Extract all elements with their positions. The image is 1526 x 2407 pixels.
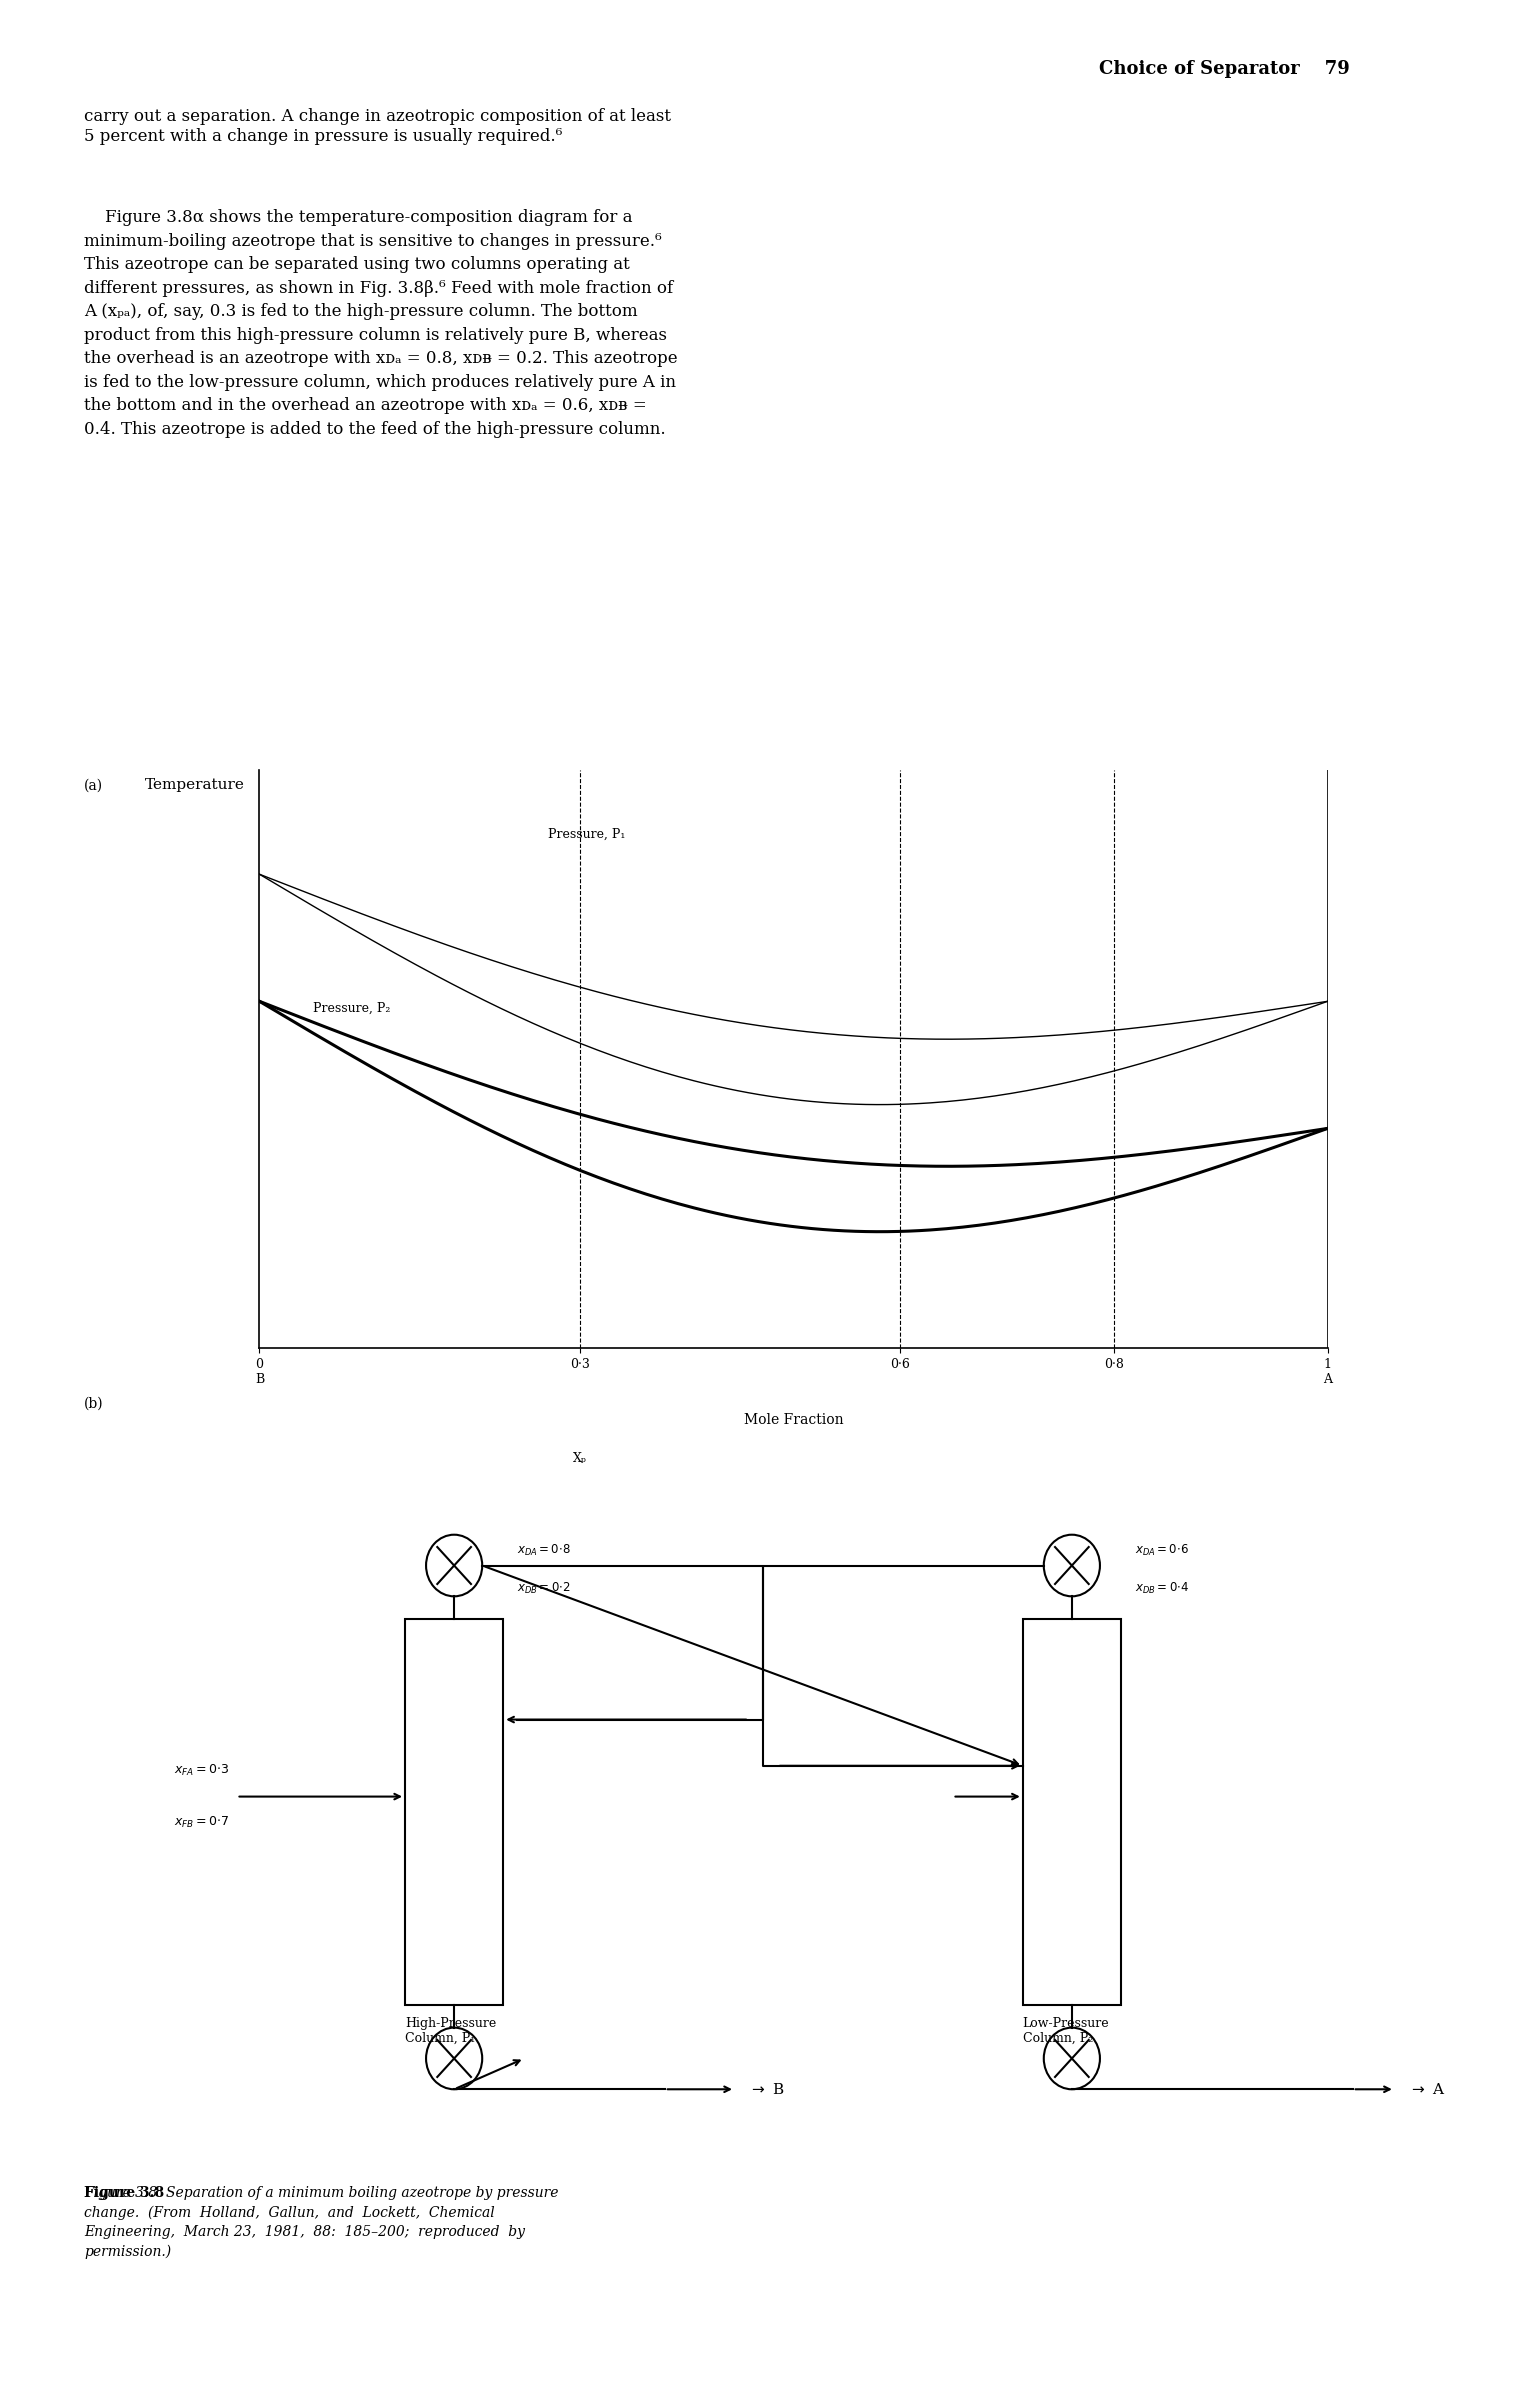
Text: $\rightarrow$ A: $\rightarrow$ A: [1408, 2082, 1445, 2096]
X-axis label: Mole Fraction: Mole Fraction: [743, 1413, 844, 1427]
Text: $x_{DA} = 0{\cdot}8$: $x_{DA} = 0{\cdot}8$: [517, 1543, 571, 1557]
Text: (b): (b): [84, 1396, 104, 1411]
Text: High-Pressure
Column, P₁: High-Pressure Column, P₁: [404, 2017, 496, 2046]
Text: $x_{FB} = 0{\cdot}7$: $x_{FB} = 0{\cdot}7$: [174, 1815, 229, 1829]
Bar: [1022, 1620, 1122, 2005]
Text: carry out a separation. A change in azeotropic composition of at least
5 percent: carry out a separation. A change in azeo…: [84, 108, 671, 144]
Text: $\rightarrow$ B: $\rightarrow$ B: [749, 2082, 784, 2096]
Text: Temperature: Temperature: [145, 777, 244, 792]
Text: $x_{FA} = 0{\cdot}3$: $x_{FA} = 0{\cdot}3$: [174, 1762, 229, 1779]
Text: $x_{DA} = 0{\cdot}6$: $x_{DA} = 0{\cdot}6$: [1135, 1543, 1189, 1557]
Text: Low-Pressure
Column, P₂: Low-Pressure Column, P₂: [1022, 2017, 1109, 2046]
Text: (a): (a): [84, 777, 104, 792]
Text: Figure 3.8: Figure 3.8: [84, 2186, 165, 2200]
Text: $x_{DB} = 0{\cdot}2$: $x_{DB} = 0{\cdot}2$: [517, 1581, 571, 1596]
Text: Figure 3.8  Separation of a minimum boiling azeotrope by pressure
change.  (From: Figure 3.8 Separation of a minimum boili…: [84, 2186, 559, 2260]
Text: Choice of Separator    79: Choice of Separator 79: [1099, 60, 1349, 77]
Text: $x_{DB} = 0{\cdot}4$: $x_{DB} = 0{\cdot}4$: [1135, 1581, 1189, 1596]
Text: Xₚ: Xₚ: [572, 1451, 588, 1466]
Bar: [404, 1620, 504, 2005]
Text: Figure 3.8α shows the temperature-composition diagram for a
minimum-boiling azeo: Figure 3.8α shows the temperature-compos…: [84, 209, 678, 438]
Text: Pressure, P₁: Pressure, P₁: [548, 828, 626, 840]
Text: Pressure, P₂: Pressure, P₂: [313, 1001, 391, 1013]
